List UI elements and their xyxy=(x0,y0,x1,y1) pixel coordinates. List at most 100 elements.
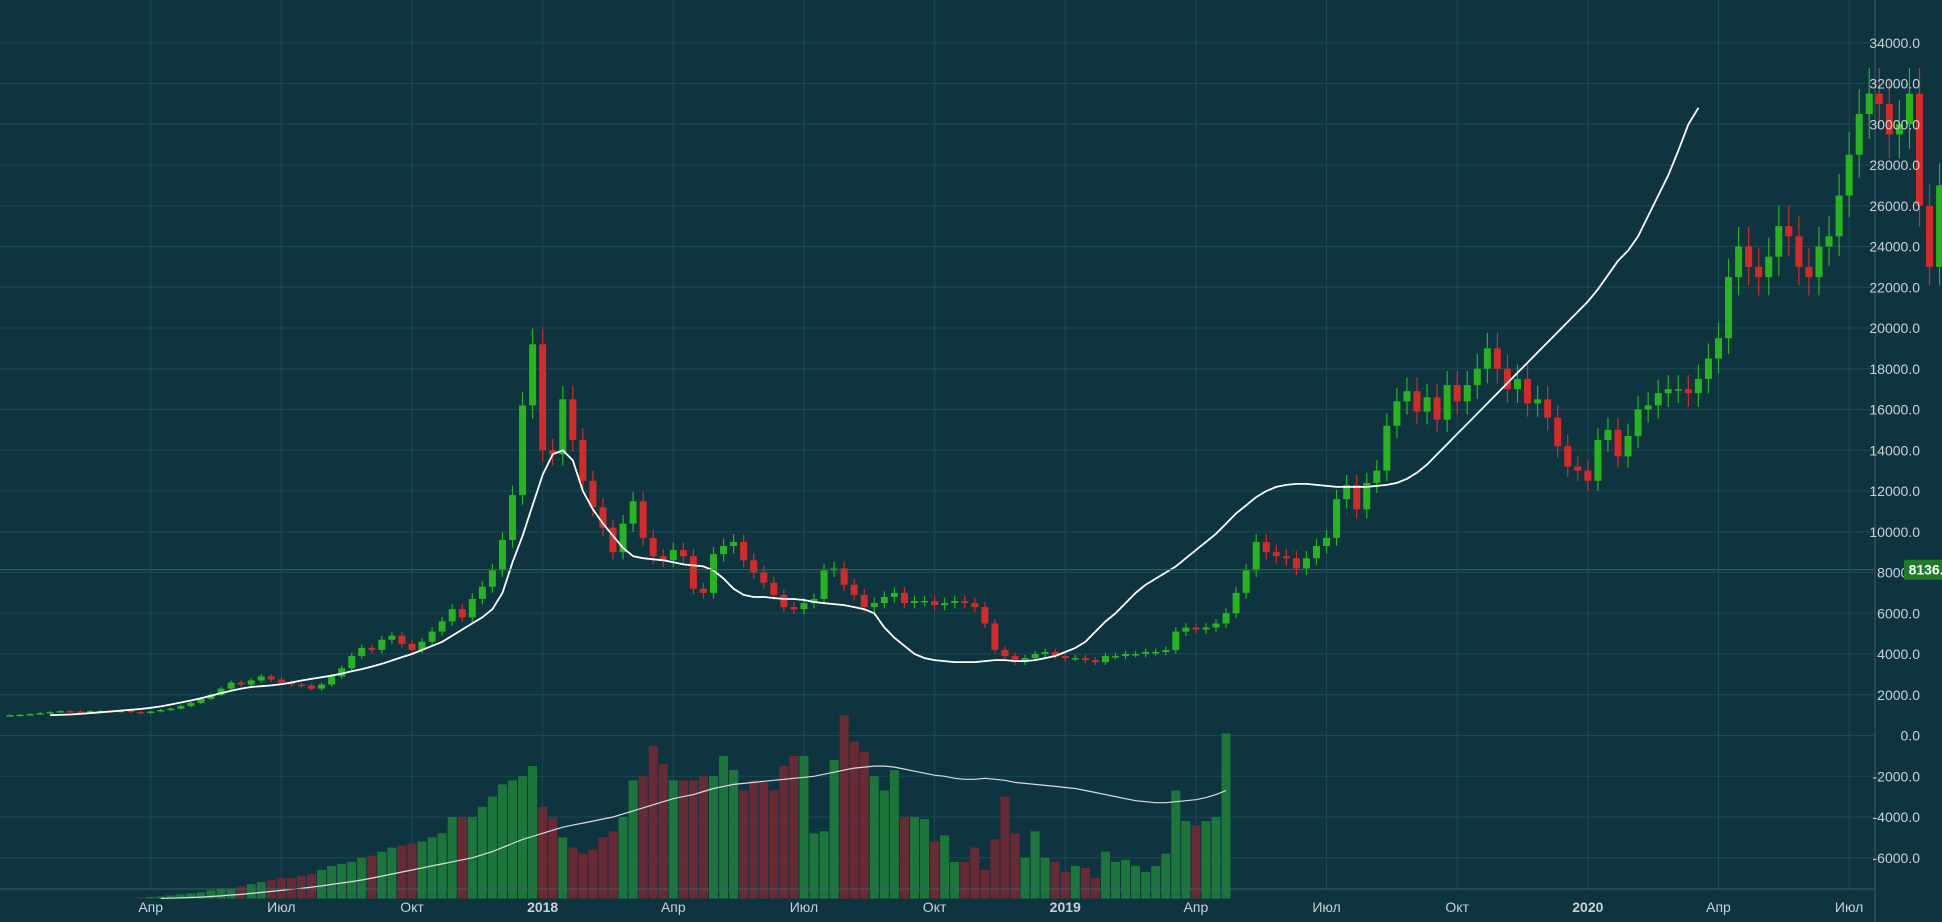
y-tick-label: 6000.0 xyxy=(1877,605,1920,621)
volume-bar xyxy=(869,776,879,899)
volume-bar xyxy=(960,861,970,899)
volume-bar xyxy=(879,790,889,899)
volume-bar xyxy=(930,841,940,899)
candle-body xyxy=(1574,466,1582,471)
candle-body xyxy=(388,635,396,640)
volume-bar xyxy=(849,741,859,899)
candle-body xyxy=(860,594,868,608)
x-tick-label: Июл xyxy=(790,899,818,915)
candle-body xyxy=(1101,656,1109,663)
candle-body xyxy=(649,537,657,557)
candle-body xyxy=(177,705,185,709)
candle-body xyxy=(1855,114,1863,155)
candle-body xyxy=(1584,470,1592,481)
candle-body xyxy=(921,601,929,603)
candle-body xyxy=(1323,537,1331,547)
candle-body xyxy=(509,495,516,540)
candle-body xyxy=(539,344,547,451)
y-tick-label: 2000.0 xyxy=(1877,687,1920,703)
y-tick-label: 4000.0 xyxy=(1877,646,1920,662)
candle-body xyxy=(267,676,275,680)
candle-body xyxy=(740,541,748,561)
candle-body xyxy=(1815,246,1823,278)
volume-bar xyxy=(1000,796,1010,899)
candle-body xyxy=(1222,613,1230,624)
volume-bar xyxy=(407,843,417,899)
candle-body xyxy=(408,643,416,650)
candle-body xyxy=(991,623,999,650)
volume-bar xyxy=(1151,865,1161,899)
candle-body xyxy=(6,715,14,717)
candle-body xyxy=(1041,651,1049,654)
candle-body xyxy=(1835,195,1843,237)
candle-body xyxy=(679,550,687,557)
candle-body xyxy=(900,592,908,604)
volume-bar xyxy=(236,886,246,899)
volume-bar xyxy=(688,780,698,899)
candle-body xyxy=(318,684,326,689)
candle-body xyxy=(26,714,34,716)
candle-body xyxy=(1413,391,1421,412)
candle-body xyxy=(750,560,758,573)
volume-bar xyxy=(367,855,377,899)
y-tick-label: 14000.0 xyxy=(1869,442,1920,458)
candle-body xyxy=(338,668,346,677)
volume-bar xyxy=(709,776,718,899)
candle-body xyxy=(328,676,336,685)
candle-body xyxy=(1594,440,1602,481)
y-tick-label: 0.0 xyxy=(1901,728,1921,744)
volume-bar xyxy=(548,817,558,899)
candle-body xyxy=(1443,385,1451,420)
volume-bar xyxy=(508,780,517,899)
volume-bar xyxy=(769,790,779,899)
volume-bar xyxy=(216,888,226,899)
candle-body xyxy=(1463,385,1471,402)
candle-body xyxy=(1795,236,1803,267)
x-tick-label: Июл xyxy=(1312,899,1340,915)
volume-bar xyxy=(648,745,658,899)
candle-body xyxy=(1212,623,1220,628)
y-tick-label: 32000.0 xyxy=(1869,76,1920,92)
candle-body xyxy=(358,647,366,657)
candle-body xyxy=(880,596,888,604)
candle-body xyxy=(277,679,285,683)
candle-body xyxy=(1805,266,1813,278)
price-ma-line xyxy=(50,107,1700,716)
candle-body xyxy=(971,603,979,608)
candle-body xyxy=(1885,103,1893,135)
candle-body xyxy=(770,582,778,595)
volume-bar xyxy=(206,890,216,899)
candle-body xyxy=(529,344,537,406)
candle-body xyxy=(629,501,637,524)
volume-bar xyxy=(759,782,769,899)
candle-body xyxy=(1353,484,1361,510)
candle-body xyxy=(86,711,94,713)
candle-body xyxy=(1363,482,1371,510)
candle-body xyxy=(850,584,858,595)
candle-body xyxy=(1664,389,1672,394)
candle-body xyxy=(1453,385,1461,402)
candle-body xyxy=(890,592,898,597)
volume-bar xyxy=(447,817,457,899)
volume-bar xyxy=(226,888,236,899)
candle-body xyxy=(1313,546,1320,559)
volume-bar xyxy=(176,894,186,899)
candle-body xyxy=(478,586,486,599)
volume-bar xyxy=(196,892,206,899)
volume-bar xyxy=(186,893,196,899)
candle-body xyxy=(1091,660,1099,663)
volume-bars xyxy=(136,715,1231,899)
volume-bar xyxy=(578,853,588,899)
candle-body xyxy=(308,685,315,689)
candle-body xyxy=(1715,338,1722,359)
candle-body xyxy=(1483,348,1491,369)
candle-body xyxy=(127,710,135,713)
volume-bar xyxy=(829,759,839,899)
volume-bar xyxy=(246,884,256,899)
volume-bar xyxy=(638,776,648,899)
candle-body xyxy=(659,556,667,561)
candle-body xyxy=(1252,541,1260,571)
candle-body xyxy=(1765,256,1773,278)
candle-body xyxy=(1845,154,1853,196)
